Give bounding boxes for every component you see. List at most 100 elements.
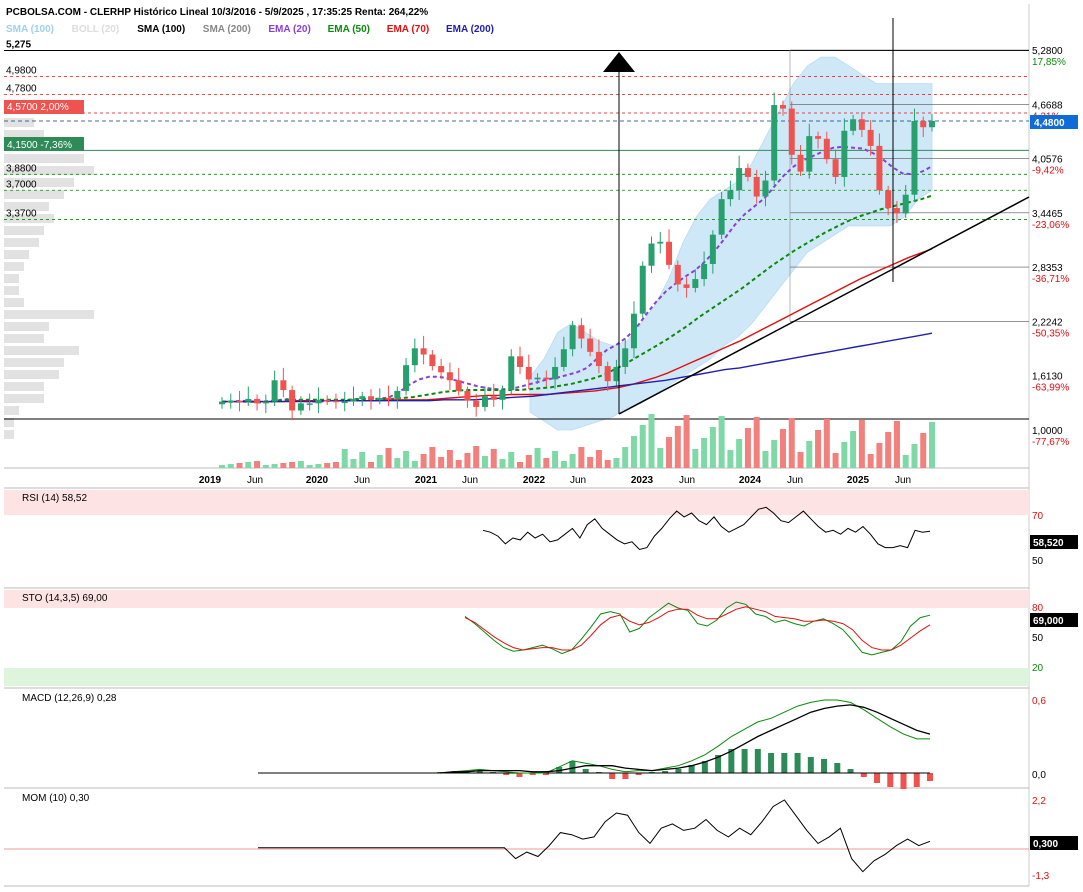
rsi-line [482, 506, 931, 551]
macd-histogram-bar [516, 773, 523, 777]
volume-bar [446, 450, 453, 468]
candle [254, 398, 261, 404]
candle [867, 129, 874, 146]
macd-histogram-bar [768, 753, 775, 773]
price-axis: 5,2800 4,6688 4,0576 3,4465 2,8353 2,2242 1,61… [1032, 46, 1069, 448]
left-level-label: 3,8800 [6, 163, 37, 174]
volume-bar [788, 418, 795, 468]
volume-profile-bar [4, 370, 59, 379]
mom-line [258, 799, 931, 873]
candle [271, 380, 278, 402]
left-level-label: 5,275 [6, 39, 31, 50]
candle [446, 372, 453, 381]
volume-profile-bar [4, 262, 24, 271]
macd-histogram-bar [754, 749, 761, 773]
candle [744, 168, 751, 177]
legend-item: SMA (100) [6, 24, 54, 35]
macd-histogram-bar [542, 773, 549, 775]
chart-title: PCBOLSA.COM - CLERHP Histórico Lineal 10… [6, 7, 428, 18]
time-tick-label: Jun [462, 475, 478, 486]
volume-bar [622, 447, 629, 468]
volume-bar [666, 437, 673, 468]
volume-bar [289, 462, 296, 468]
legend-item: EMA (200) [446, 24, 494, 35]
rsi-line [482, 506, 931, 551]
volume-bar [455, 460, 462, 468]
candle [262, 401, 269, 404]
volume-bar [543, 458, 550, 468]
volume-bar [797, 452, 804, 468]
candle [552, 366, 559, 380]
legend-item: EMA (50) [328, 24, 370, 35]
volume-bar [762, 451, 769, 468]
volume-bar [648, 414, 655, 468]
rsi-value-tag: 58,520 [1033, 538, 1064, 549]
volume-profile-bar [4, 430, 14, 439]
price-tick-label: 2,2242 [1032, 317, 1063, 328]
momentum-line [4, 799, 1029, 873]
volume-profile-bar [4, 358, 64, 367]
candle [569, 325, 576, 350]
candle [902, 194, 909, 214]
candle [403, 365, 410, 391]
candle [727, 190, 734, 200]
time-tick-label: 2021 [415, 475, 438, 486]
time-tick-label: Jun [570, 475, 586, 486]
candle [841, 130, 848, 177]
candle [219, 401, 225, 405]
macd-histogram-bar [688, 765, 695, 773]
volume-bar [718, 416, 725, 468]
price-tick-label: 2,8353 [1032, 263, 1063, 274]
volume-bar [464, 453, 471, 468]
fib-pct-label: 17,85% [1032, 57, 1066, 68]
candle [245, 398, 252, 402]
volume-bar [376, 455, 383, 468]
candle [850, 119, 857, 131]
candle [674, 264, 681, 285]
candle [578, 325, 585, 339]
volume-bar [630, 436, 637, 468]
macd-histogram-bar [476, 771, 483, 773]
candle [543, 377, 550, 380]
volume-bar [771, 440, 778, 468]
volume-bar [420, 454, 427, 468]
macd-histogram-bar [662, 771, 669, 773]
volume-profile-bar [4, 418, 14, 427]
macd-histogram-bar [821, 759, 828, 773]
volume-bar [578, 447, 585, 468]
mom-tick-low: -1,3 [1032, 871, 1050, 882]
candle [481, 396, 488, 407]
macd-histogram-bar [715, 755, 722, 773]
candle [718, 199, 725, 235]
volume-bar [902, 455, 909, 468]
left-level-labels: 5,275 4,9800 4,7800 3,8800 3,7000 3,3700 [6, 39, 37, 219]
up-arrow-icon [603, 52, 635, 72]
macd-histogram-bar [728, 749, 735, 773]
candle [438, 366, 445, 373]
volume-bar [552, 451, 559, 468]
mom-value-tag: 0,300 [1033, 839, 1058, 850]
legend-item: SMA (200) [203, 24, 251, 35]
candle [236, 400, 243, 403]
macd-histogram-bar [503, 773, 510, 775]
macd-histogram-bar [582, 769, 589, 773]
time-tick-label: 2023 [631, 475, 654, 486]
volume-bar [920, 433, 927, 468]
fib-pct-label: -23,06% [1032, 220, 1069, 231]
volume-profile-bar [4, 214, 54, 223]
ema-line [222, 145, 933, 404]
moving-averages [222, 145, 933, 404]
volume-profile-bar [4, 118, 34, 127]
volume-bar [517, 462, 524, 468]
volume-bar [595, 450, 602, 468]
volume-bar [876, 443, 883, 468]
macd-histogram-bar [701, 761, 708, 773]
volume-profile-bar [4, 250, 29, 259]
left-level-label: 4,9800 [6, 66, 37, 77]
candle [885, 190, 892, 209]
volume-profile-bar [4, 166, 94, 175]
price-tick-label: 4,0576 [1032, 155, 1063, 166]
volume-bar [692, 449, 699, 468]
candle [815, 136, 822, 139]
